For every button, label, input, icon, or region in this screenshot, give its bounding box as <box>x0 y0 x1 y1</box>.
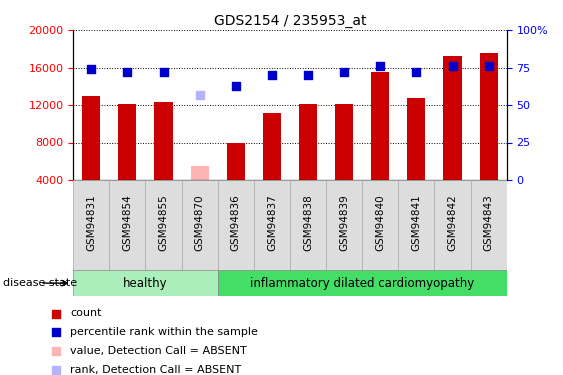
Text: GSM94843: GSM94843 <box>484 194 494 251</box>
Bar <box>218 180 254 274</box>
Text: GSM94870: GSM94870 <box>195 194 204 251</box>
Bar <box>299 104 317 180</box>
Text: disease state: disease state <box>3 278 77 288</box>
Bar <box>254 180 290 274</box>
Text: value, Detection Call = ABSENT: value, Detection Call = ABSENT <box>70 346 247 356</box>
Point <box>448 63 457 69</box>
Text: GSM94840: GSM94840 <box>376 194 385 251</box>
Bar <box>263 113 281 180</box>
Text: GSM94841: GSM94841 <box>412 194 421 251</box>
Point <box>376 63 385 69</box>
Title: GDS2154 / 235953_at: GDS2154 / 235953_at <box>214 13 366 28</box>
Bar <box>109 180 145 274</box>
Bar <box>480 54 498 180</box>
Bar <box>73 180 109 274</box>
Point <box>267 72 276 78</box>
Point <box>159 69 168 75</box>
Text: GSM94842: GSM94842 <box>448 194 458 251</box>
Text: rank, Detection Call = ABSENT: rank, Detection Call = ABSENT <box>70 365 242 375</box>
Bar <box>471 180 507 274</box>
Bar <box>154 102 172 180</box>
Point <box>484 63 493 69</box>
Text: GSM94831: GSM94831 <box>86 194 96 251</box>
Point <box>195 92 204 98</box>
Text: percentile rank within the sample: percentile rank within the sample <box>70 327 258 337</box>
Bar <box>73 270 218 296</box>
Text: healthy: healthy <box>123 277 168 290</box>
Bar <box>227 144 245 180</box>
Bar <box>408 99 426 180</box>
Bar <box>290 180 326 274</box>
Text: GSM94836: GSM94836 <box>231 194 241 251</box>
Text: GSM94854: GSM94854 <box>122 194 132 251</box>
Text: count: count <box>70 309 102 318</box>
Bar <box>145 180 181 274</box>
Text: GSM94855: GSM94855 <box>159 194 168 251</box>
Bar <box>118 104 136 180</box>
Bar <box>218 270 507 296</box>
Bar <box>82 96 100 180</box>
Text: inflammatory dilated cardiomyopathy: inflammatory dilated cardiomyopathy <box>250 277 474 290</box>
Bar <box>371 72 389 180</box>
Bar <box>181 180 218 274</box>
Point <box>87 66 96 72</box>
Point <box>303 72 312 78</box>
Bar <box>362 180 399 274</box>
Text: GSM94839: GSM94839 <box>339 194 349 251</box>
Bar <box>435 180 471 274</box>
Bar <box>335 104 353 180</box>
Text: GSM94837: GSM94837 <box>267 194 277 251</box>
Point <box>123 69 132 75</box>
Bar <box>444 56 462 180</box>
Bar <box>399 180 435 274</box>
Point <box>412 69 421 75</box>
Point <box>231 82 240 88</box>
Bar <box>326 180 362 274</box>
Text: GSM94838: GSM94838 <box>303 194 313 251</box>
Bar <box>191 166 209 180</box>
Point <box>339 69 348 75</box>
